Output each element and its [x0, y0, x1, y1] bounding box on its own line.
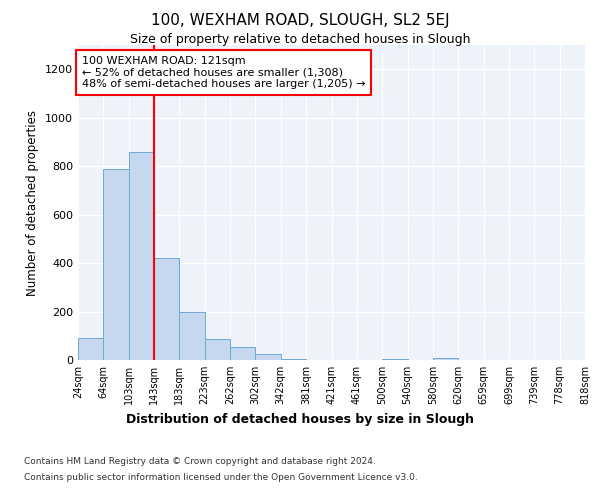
Text: Distribution of detached houses by size in Slough: Distribution of detached houses by size … [126, 412, 474, 426]
Text: 100, WEXHAM ROAD, SLOUGH, SL2 5EJ: 100, WEXHAM ROAD, SLOUGH, SL2 5EJ [151, 12, 449, 28]
Bar [128, 152, 154, 360]
Text: Contains public sector information licensed under the Open Government Licence v3: Contains public sector information licen… [24, 472, 418, 482]
Y-axis label: Number of detached properties: Number of detached properties [26, 110, 40, 296]
Text: Size of property relative to detached houses in Slough: Size of property relative to detached ho… [130, 32, 470, 46]
Bar [154, 258, 179, 360]
Bar [103, 168, 128, 360]
Bar [179, 312, 205, 360]
Text: 100 WEXHAM ROAD: 121sqm
← 52% of detached houses are smaller (1,308)
48% of semi: 100 WEXHAM ROAD: 121sqm ← 52% of detache… [82, 56, 365, 89]
Bar [230, 348, 256, 360]
Bar [78, 338, 103, 360]
Bar [256, 354, 281, 360]
Bar [382, 359, 407, 360]
Text: Contains HM Land Registry data © Crown copyright and database right 2024.: Contains HM Land Registry data © Crown c… [24, 458, 376, 466]
Bar [433, 358, 458, 360]
Bar [281, 359, 306, 360]
Bar [205, 340, 230, 360]
